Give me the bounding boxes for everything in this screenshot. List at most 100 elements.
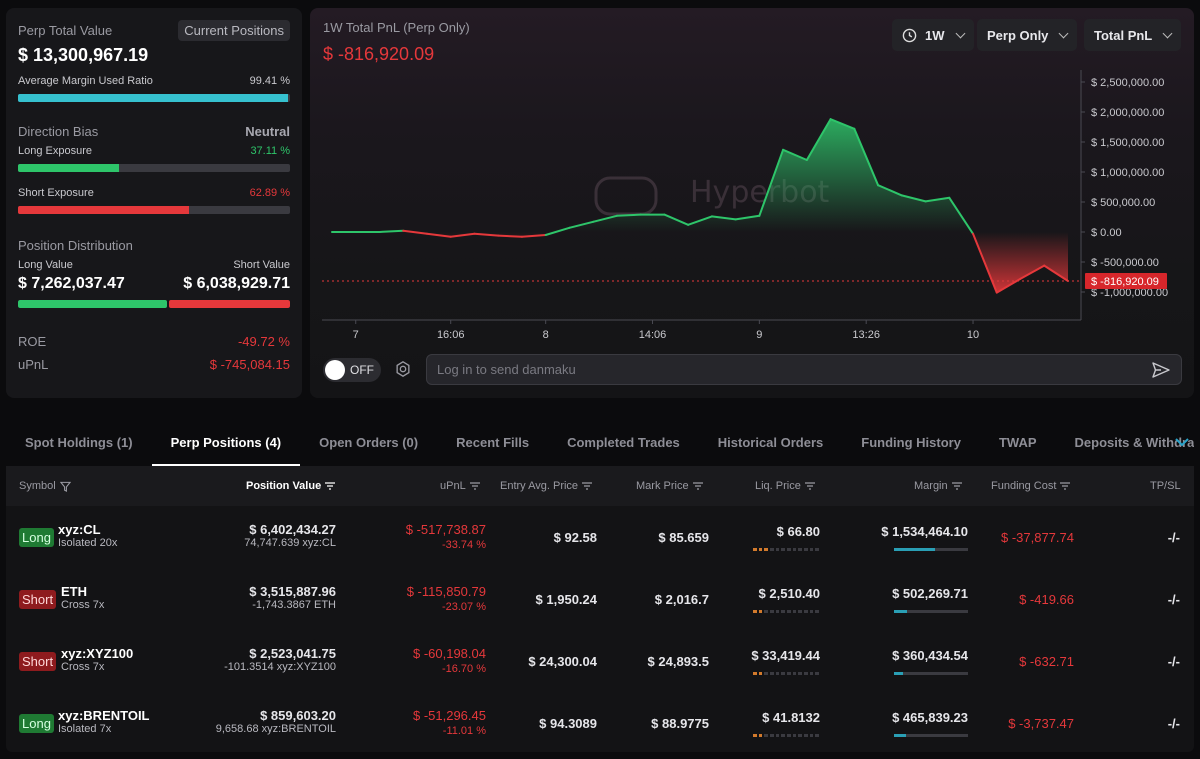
y-tick-label: $ 2,500,000.00 — [1091, 77, 1164, 89]
tab-deposits-withdraw[interactable]: Deposits & Withdraw — [1074, 434, 1194, 450]
liq-risk-dot — [781, 734, 786, 737]
sort-icon — [1060, 482, 1071, 490]
liq-risk-dot — [787, 548, 791, 551]
tpsl-value[interactable]: -/- — [1167, 654, 1180, 669]
header-funding-cost-label: Funding Cost — [991, 480, 1057, 492]
entry-price: $ 94.3089 — [539, 716, 597, 731]
scope-dropdown[interactable]: Perp Only — [977, 19, 1078, 51]
header-symbol[interactable]: Symbol — [19, 466, 71, 506]
position-size: 74,747.639 xyz:CL — [244, 537, 336, 549]
header-position-value-label: Position Value — [246, 480, 322, 492]
danmaku-input[interactable] — [437, 362, 1151, 377]
tpsl-value[interactable]: -/- — [1167, 592, 1180, 607]
upnl-percent: -33.74 % — [441, 539, 486, 551]
table-row[interactable]: Short xyz:XYZ100 Cross 7x $ 2,523,041.75 -10… — [6, 630, 1194, 692]
entry-price: $ 24,300.04 — [528, 654, 597, 669]
sort-icon — [804, 482, 815, 490]
sort-icon — [951, 482, 962, 490]
margin-mode: Isolated 20x — [58, 537, 118, 549]
funding-cost: $ -3,737.47 — [1008, 716, 1074, 731]
pnl-line-segment — [805, 118, 832, 161]
tab-perp-positions-4[interactable]: Perp Positions (4) — [151, 418, 301, 466]
pnl-chart-panel: Hyperbot $ 2,500,000.00 $ 2,000,000.00 $ 1,… — [310, 8, 1194, 398]
pnl-line-segment — [425, 232, 452, 238]
tab-funding-history[interactable]: Funding History — [861, 434, 961, 450]
margin-bar — [894, 672, 968, 675]
margin-ratio-bar — [18, 94, 290, 102]
perp-summary-card: Perp Total Value Current Positions $ 13,… — [6, 8, 302, 398]
position-size: -1,743.3867 ETH — [252, 599, 336, 611]
y-tick-label: $ 2,000,000.00 — [1091, 107, 1164, 119]
margin-bar — [894, 610, 968, 613]
tpsl-value[interactable]: -/- — [1167, 716, 1180, 731]
tab-spot-holdings-1[interactable]: Spot Holdings (1) — [25, 434, 133, 450]
current-positions-badge[interactable]: Current Positions — [178, 20, 290, 41]
table-row[interactable]: Long xyz:CL Isolated 20x $ 6,402,434.27 74,7… — [6, 506, 1194, 568]
filter-icon[interactable] — [59, 481, 71, 492]
sort-icon — [692, 482, 703, 490]
x-tick-label: 8 — [543, 329, 549, 341]
sort-icon — [325, 482, 336, 490]
liq-risk-dot — [764, 548, 769, 551]
liq-risk-dot — [770, 734, 774, 737]
pnl-line-segment — [544, 226, 571, 236]
symbol-name[interactable]: xyz:CL — [58, 522, 101, 537]
period-dropdown[interactable]: 1W — [892, 19, 974, 51]
tab-open-orders-0[interactable]: Open Orders (0) — [319, 434, 419, 450]
y-tick-label: $ -500,000.00 — [1091, 257, 1159, 269]
liq-risk-dot — [781, 610, 786, 613]
pnl-line-segment — [520, 234, 547, 238]
tab-historical-orders[interactable]: Historical Orders — [717, 434, 824, 450]
tpsl-value[interactable]: -/- — [1167, 530, 1180, 545]
symbol-name[interactable]: xyz:BRENTOIL — [58, 708, 150, 723]
short-exposure-bar — [18, 206, 290, 214]
liq-risk-dot — [753, 734, 757, 737]
table-row[interactable]: Short ETH Cross 7x $ 3,515,887.96 -1,743.386… — [6, 568, 1194, 630]
metric-dropdown[interactable]: Total PnL — [1084, 19, 1182, 51]
pnl-line-segment — [972, 232, 998, 294]
liq-risk-dot — [764, 734, 769, 737]
liq-price: $ 41.8132 — [762, 710, 820, 725]
upnl-value: $ -115,850.79 — [406, 584, 486, 599]
header-tpsl-label: TP/SL — [1150, 480, 1181, 492]
pnl-line-segment — [782, 148, 808, 161]
liq-risk-dot — [787, 610, 791, 613]
header-margin[interactable]: Margin — [914, 466, 962, 506]
symbol-name[interactable]: xyz:XYZ100 — [61, 646, 134, 661]
direction-bias-value: Neutral — [245, 124, 290, 139]
tab-recent-fills[interactable]: Recent Fills — [456, 434, 530, 450]
header-liq-price[interactable]: Liq. Price — [755, 466, 815, 506]
gear-icon[interactable] — [394, 360, 412, 378]
table-row[interactable]: Long xyz:BRENTOIL Isolated 7x $ 859,603.20 9… — [6, 692, 1194, 754]
header-funding-cost[interactable]: Funding Cost — [991, 466, 1071, 506]
tab-completed-trades[interactable]: Completed Trades — [567, 434, 680, 450]
side-badge: Short — [19, 590, 57, 609]
liq-risk-dot — [775, 610, 780, 613]
liq-risk-dot — [770, 672, 774, 675]
distribution-bar — [18, 300, 290, 308]
long-exposure-bar — [18, 164, 290, 172]
liq-risk-dot — [798, 734, 803, 737]
tab-twap[interactable]: TWAP — [998, 434, 1037, 450]
position-distribution-label: Position Distribution — [18, 238, 133, 253]
header-entry-price[interactable]: Entry Avg. Price — [500, 466, 593, 506]
send-icon[interactable] — [1151, 361, 1171, 379]
chevron-down-icon — [1058, 28, 1069, 38]
chevron-down-icon[interactable] — [1170, 434, 1194, 450]
symbol-name[interactable]: ETH — [61, 584, 87, 599]
scope-dropdown-label: Perp Only — [987, 27, 1049, 43]
header-position-value[interactable]: Position Value — [246, 466, 336, 506]
pnl-line-segment — [568, 220, 595, 229]
liq-risk-dot — [775, 672, 780, 675]
liq-risk-dot — [787, 672, 791, 675]
header-mark-price-label: Mark Price — [636, 480, 689, 492]
perp-total-value: $ 13,300,967.19 — [18, 45, 149, 65]
danmaku-toggle[interactable]: OFF — [323, 358, 381, 382]
header-mark-price[interactable]: Mark Price — [636, 466, 703, 506]
pnl-chart: Hyperbot$ 2,500,000.00$ 2,000,000.00$ 1,… — [322, 70, 1168, 341]
perp-total-value-label: Perp Total Value — [18, 23, 113, 38]
liq-risk-dot — [792, 672, 797, 675]
liq-risk-dot — [781, 548, 786, 551]
header-upnl[interactable]: uPnL — [440, 466, 480, 506]
position-value: $ 3,515,887.96 — [249, 584, 336, 599]
